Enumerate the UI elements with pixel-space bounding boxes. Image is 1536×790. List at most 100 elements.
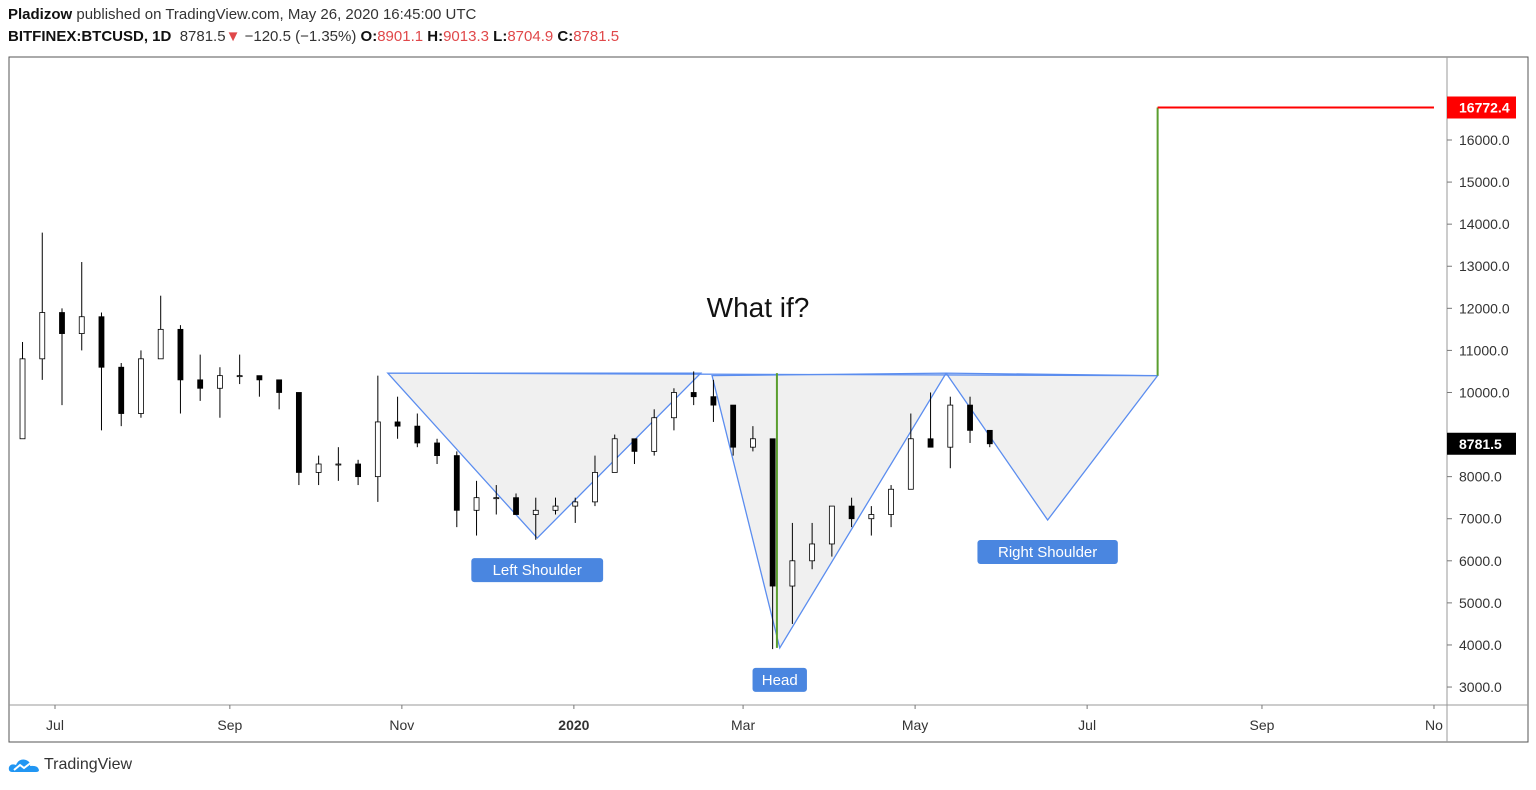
neckline[interactable] — [387, 372, 1158, 377]
candle-body — [651, 417, 658, 452]
candle-body — [631, 438, 638, 452]
candle-body — [335, 463, 342, 466]
candle-body — [888, 488, 894, 515]
candle-body — [730, 404, 737, 448]
candle-body — [256, 375, 263, 381]
y-tick-label: 3000.0 — [1459, 679, 1502, 695]
candle — [256, 375, 263, 397]
candle-body — [98, 316, 105, 368]
pattern-label[interactable]: Right Shoulder — [977, 539, 1118, 564]
y-tick-label: 16000.0 — [1459, 132, 1510, 148]
x-tick-label: No — [1425, 717, 1443, 733]
candle — [315, 455, 322, 486]
candle-body — [39, 312, 46, 360]
symbol-info: BITFINEX:BTCUSD, 1D 8781.5▼ −120.5 (−1.3… — [8, 28, 619, 45]
candle-body — [947, 404, 954, 448]
candle — [217, 367, 223, 418]
candle — [730, 404, 737, 456]
y-tick-label: 10000.0 — [1459, 384, 1510, 400]
open-label: O: — [360, 28, 378, 45]
candle — [986, 429, 993, 448]
candle-body — [967, 404, 973, 431]
candle — [907, 413, 914, 490]
candle — [572, 497, 579, 523]
close-label: C: — [557, 28, 574, 45]
brand-name: TradingView — [44, 756, 133, 773]
label-text: Left Shoulder — [493, 562, 582, 579]
chart-title: What if? — [707, 292, 810, 323]
pattern-label[interactable]: Left Shoulder — [471, 558, 604, 583]
candle — [789, 522, 796, 624]
candle — [276, 379, 283, 410]
candle — [453, 451, 460, 528]
candle — [513, 493, 519, 515]
candle-body — [177, 328, 184, 381]
candle-body — [907, 438, 914, 490]
y-tick-label: 15000.0 — [1459, 174, 1510, 190]
target-price-badge: 16772.4 — [1447, 96, 1516, 119]
candle — [177, 325, 184, 414]
x-tick-label: Nov — [389, 717, 414, 733]
y-tick-label: 7000.0 — [1459, 511, 1502, 527]
candle — [355, 459, 362, 486]
candle — [493, 485, 500, 515]
candle — [236, 354, 243, 385]
last-price: 8781.5 — [179, 28, 226, 45]
y-tick-label: 12000.0 — [1459, 300, 1510, 316]
pattern-label[interactable]: Head — [752, 667, 807, 692]
candle-body — [927, 438, 934, 448]
candle-body — [809, 543, 816, 562]
candle-body — [671, 392, 677, 419]
candle — [59, 308, 65, 406]
author: Pladizow — [8, 6, 73, 23]
y-tick-label: 8000.0 — [1459, 469, 1502, 485]
y-tick-label: 5000.0 — [1459, 595, 1502, 611]
candle-body — [236, 375, 243, 378]
plot-area — [19, 106, 1434, 650]
candle — [394, 396, 401, 439]
y-tick-label: 6000.0 — [1459, 553, 1502, 569]
candle-body — [789, 560, 796, 587]
candle — [611, 434, 618, 473]
candle-body — [434, 442, 440, 457]
cloud-logo-icon — [8, 759, 40, 772]
candle-body — [572, 501, 579, 507]
candle-body — [710, 396, 717, 406]
candle-body — [59, 312, 65, 334]
candle — [197, 354, 204, 401]
candle-body — [769, 438, 776, 587]
candle-body — [611, 438, 618, 473]
candle-body — [453, 455, 460, 511]
tradingview-logo[interactable]: TradingView — [8, 756, 132, 774]
candle-body — [217, 375, 223, 389]
x-tick-label: Jul — [46, 717, 64, 733]
candle-body — [473, 497, 480, 511]
candle — [118, 363, 125, 427]
candle-body — [552, 505, 559, 511]
candle-body — [19, 358, 26, 440]
down-arrow-icon: ▼ — [225, 28, 241, 45]
candle-body — [295, 392, 302, 473]
candle-body — [118, 366, 125, 414]
high-label: H: — [427, 28, 444, 45]
candle — [374, 375, 381, 502]
label-box — [752, 667, 807, 692]
candle-body — [374, 421, 381, 478]
candle — [947, 396, 954, 469]
candle-body — [197, 379, 204, 389]
right-shoulder-triangle[interactable] — [944, 372, 1159, 522]
candle-body — [414, 425, 421, 444]
candle — [809, 522, 816, 570]
candle-body — [690, 392, 697, 398]
candle-body — [493, 497, 500, 500]
y-tick-label: 14000.0 — [1459, 216, 1510, 232]
candle — [710, 379, 717, 422]
publish-info: Pladizow published on TradingView.com, M… — [8, 6, 476, 23]
label-text: Right Shoulder — [998, 544, 1097, 561]
candle-body — [394, 421, 401, 427]
candle — [98, 312, 105, 431]
candle — [414, 413, 421, 448]
x-tick-label: Mar — [731, 717, 755, 733]
candle-body — [157, 328, 164, 360]
